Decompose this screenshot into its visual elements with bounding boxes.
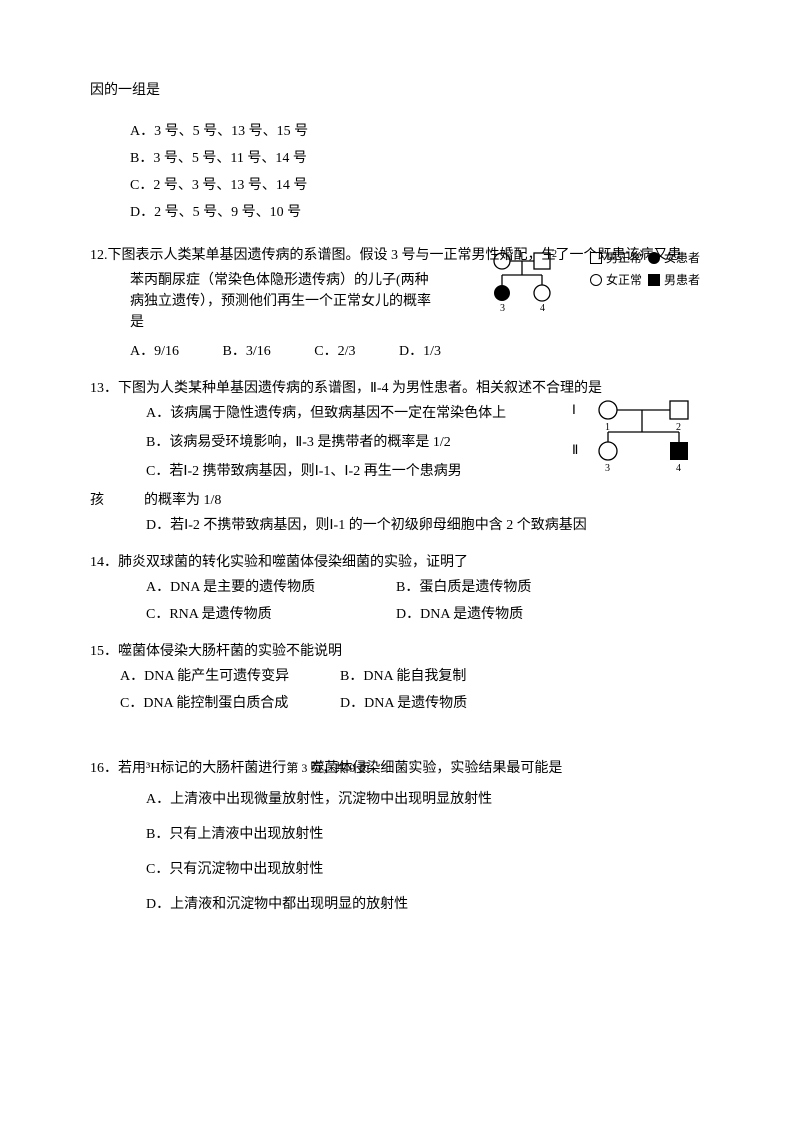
q11-opt-d: D．2 号、5 号、9 号、10 号	[130, 202, 710, 223]
q14-opt-a: A．DNA 是主要的遗传物质	[146, 577, 396, 598]
q16-stem: 16．若用³H标记的大肠杆菌进行第 3 页，共 9 页噬菌体侵染细菌实验，实验结…	[90, 758, 710, 779]
svg-text:3: 3	[605, 463, 610, 474]
q15-opt-a: A．DNA 能产生可遗传变异	[120, 666, 340, 687]
lg-fn: 女正常	[606, 271, 642, 289]
q16-opt-a: A．上清液中出现微量放射性，沉淀物中出现明显放射性	[146, 789, 710, 810]
svg-text:3: 3	[500, 303, 505, 313]
q16-opt-b: B．只有上清液中出现放射性	[146, 824, 710, 845]
legend-male-normal: 男正常 女患者	[590, 249, 700, 267]
q15-opt-d: D．DNA 是遗传物质	[340, 696, 467, 711]
q13-pedigree: Ⅰ 1 2 Ⅱ 3 4	[570, 396, 720, 474]
q11-options: A．3 号、5 号、13 号、15 号 B．3 号、5 号、11 号、14 号 …	[90, 121, 710, 223]
q12-opt-c: C．2/3	[314, 341, 355, 362]
q11-opt-a: A．3 号、5 号、13 号、15 号	[130, 121, 710, 142]
svg-text:2: 2	[552, 249, 557, 260]
q13-c2-pre: 孩	[90, 493, 104, 508]
q12-opt-d: D．1/3	[399, 341, 441, 362]
page-number-overlay: 第 3 页，共 9 页	[286, 761, 370, 775]
q12-opt-a: A．9/16	[130, 341, 179, 362]
q16-opt-c: C．只有沉淀物中出现放射性	[146, 859, 710, 880]
legend-female-normal: 女正常 男患者	[590, 271, 700, 289]
q13-opt-d: D．若Ⅰ-2 不携带致病基因，则Ⅰ-1 的一个初级卵母细胞中含 2 个致病基因	[90, 515, 710, 536]
q15-opt-b: B．DNA 能自我复制	[340, 669, 466, 684]
q12-line3: 病独立遗传），预测他们再生一个正常女儿的概率	[90, 291, 460, 312]
svg-text:4: 4	[676, 463, 681, 474]
q13-opt-c2: 孩 的概率为 1/8	[90, 490, 710, 511]
q15-opt-c: C．DNA 能控制蛋白质合成	[120, 693, 340, 714]
q14-stem: 14．肺炎双球菌的转化实验和噬菌体侵染细菌的实验，证明了	[90, 552, 710, 573]
pedigree2-svg: Ⅰ 1 2 Ⅱ 3 4	[570, 396, 720, 474]
q12-line2: 苯丙酮尿症（常染色体隐形遗传病）的儿子(两种	[90, 270, 460, 291]
q15-options: A．DNA 能产生可遗传变异B．DNA 能自我复制 C．DNA 能控制蛋白质合成…	[90, 666, 710, 714]
lg-fa: 女患者	[664, 249, 700, 267]
q14-options: A．DNA 是主要的遗传物质B．蛋白质是遗传物质 C．RNA 是遗传物质D．DN…	[90, 577, 710, 625]
q16-stem-a: 16．若用³H标记的大肠杆菌进行	[90, 761, 286, 776]
q12-opt-b: B．3/16	[223, 341, 271, 362]
q13: 13．下图为人类某种单基因遗传病的系谱图，Ⅱ-4 为男性患者。相关叙述不合理的是…	[90, 378, 710, 536]
pedigree1-svg: 1 2 3 4	[480, 249, 590, 313]
gen-I: Ⅰ	[572, 402, 576, 417]
gen-II: Ⅱ	[572, 442, 578, 457]
q14-opt-c: C．RNA 是遗传物质	[146, 604, 396, 625]
q14-opt-d: D．DNA 是遗传物质	[396, 607, 523, 622]
q12-line4: 是	[90, 312, 460, 333]
q15-stem: 15．噬菌体侵染大肠杆菌的实验不能说明	[90, 641, 710, 662]
q14: 14．肺炎双球菌的转化实验和噬菌体侵染细菌的实验，证明了 A．DNA 是主要的遗…	[90, 552, 710, 625]
lg-ma: 男患者	[664, 271, 700, 289]
q16: 16．若用³H标记的大肠杆菌进行第 3 页，共 9 页噬菌体侵染细菌实验，实验结…	[90, 758, 710, 915]
q12-options: A．9/16 B．3/16 C．2/3 D．1/3	[90, 341, 710, 362]
q12-num: 12.	[90, 248, 108, 263]
svg-text:1: 1	[518, 249, 523, 260]
q11-opt-b: B．3 号、5 号、11 号、14 号	[130, 148, 710, 169]
q16-options: A．上清液中出现微量放射性，沉淀物中出现明显放射性 B．只有上清液中出现放射性 …	[90, 789, 710, 915]
q12-pedigree: 1 2 3 4 男正常 女患者 女正常 男患者	[480, 249, 710, 313]
q14-opt-b: B．蛋白质是遗传物质	[396, 580, 531, 595]
q11-opt-c: C．2 号、3 号、13 号、14 号	[130, 175, 710, 196]
q16-opt-d: D．上清液和沉淀物中都出现明显的放射性	[146, 894, 710, 915]
q13-c2-text: 的概率为 1/8	[144, 493, 221, 508]
q12: 12.下图表示人类某单基因遗传病的系谱图。假设 3 号与一正常男性婚配，生了一个…	[90, 245, 710, 362]
fragment-text: 因的一组是	[90, 80, 710, 101]
svg-text:4: 4	[540, 303, 545, 313]
q15: 15．噬菌体侵染大肠杆菌的实验不能说明 A．DNA 能产生可遗传变异B．DNA …	[90, 641, 710, 714]
lg-mn: 男正常	[606, 249, 642, 267]
